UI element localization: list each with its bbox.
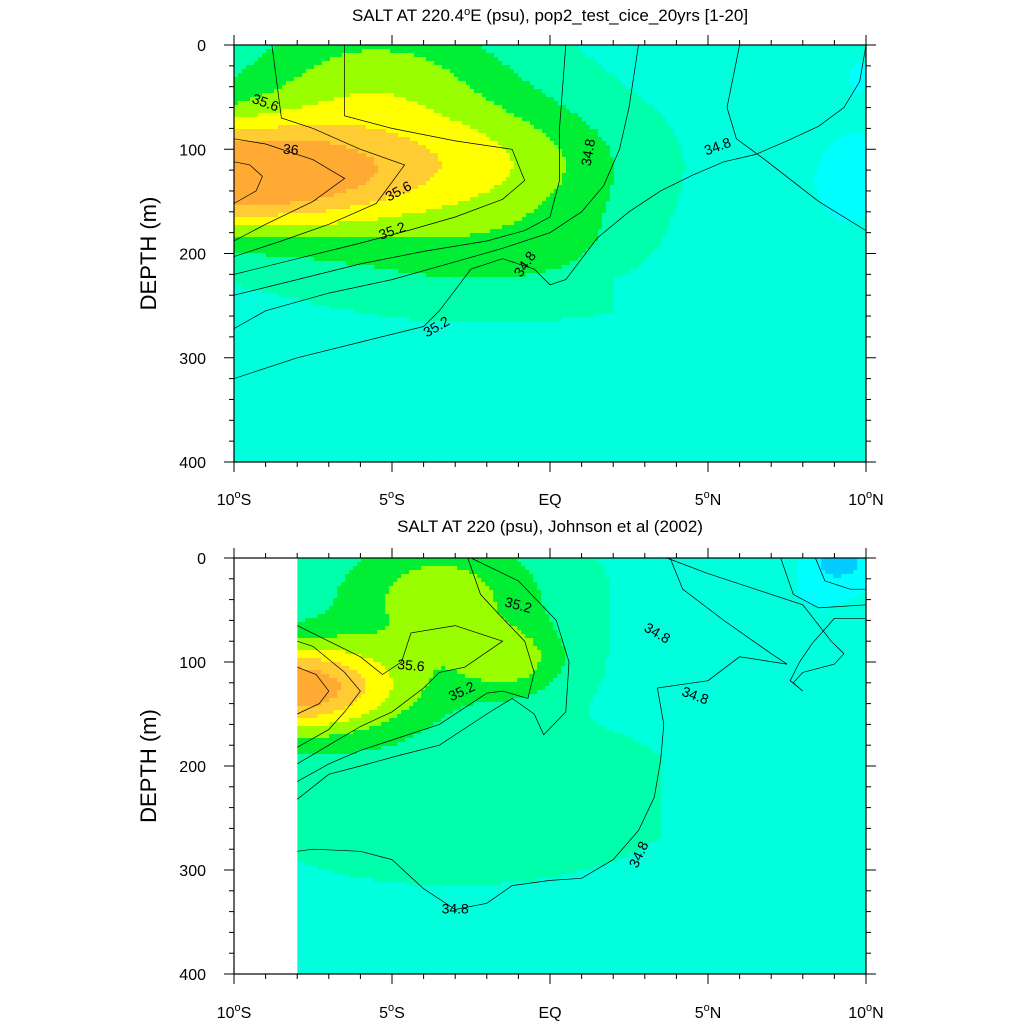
x-tick-label: 5oS: [379, 489, 405, 509]
contour-line: [297, 625, 504, 765]
x-tick-label: 10oS: [217, 489, 252, 509]
x-tick-label: 5oS: [379, 1002, 405, 1022]
x-tick-label: EQ: [538, 1005, 561, 1022]
contour-line: [780, 558, 866, 609]
panel-model: 35.63635.635.235.234.834.834.80100200300…: [136, 6, 884, 509]
y-tick-label: 400: [179, 455, 206, 472]
contour-line: [297, 640, 361, 748]
contour-label: 35.6: [397, 656, 426, 674]
y-tick-label: 0: [197, 38, 206, 55]
contour-line: [815, 558, 866, 590]
y-tick-label: 100: [179, 655, 206, 672]
contour-label: 36: [282, 141, 299, 158]
y-tick-label: 0: [197, 551, 206, 568]
x-tick-label: 5oN: [695, 489, 722, 509]
contour-line: [234, 45, 866, 379]
y-axis-label: DEPTH (m): [136, 197, 161, 311]
contour-line: [234, 161, 263, 204]
contour-line: [666, 558, 866, 692]
x-tick-label: 10oN: [848, 1002, 883, 1022]
x-tick-label: 5oN: [695, 1002, 722, 1022]
contour-line: [297, 558, 535, 782]
y-tick-label: 300: [179, 351, 206, 368]
x-tick-label: EQ: [538, 492, 561, 509]
y-axis-label: DEPTH (m): [136, 709, 161, 823]
y-tick-label: 100: [179, 142, 206, 159]
y-tick-label: 300: [179, 863, 206, 880]
contour-label: 34.8: [578, 137, 599, 167]
x-tick-label: 10oS: [217, 1002, 252, 1022]
y-tick-label: 200: [179, 759, 206, 776]
y-tick-label: 400: [179, 967, 206, 984]
contour-line: [297, 666, 330, 715]
panel-observations: 35.235.635.234.834.834.834.8010020030040…: [136, 517, 884, 1022]
chart-title: SALT AT 220.4oE (psu), pop2_test_cice_20…: [352, 6, 748, 25]
contour-line: [726, 45, 866, 231]
salinity-fill: [297, 558, 866, 974]
contour-label: 34.8: [442, 900, 469, 916]
chart-title: SALT AT 220 (psu), Johnson et al (2002): [397, 517, 703, 536]
x-tick-label: 10oN: [848, 489, 883, 509]
y-tick-label: 200: [179, 247, 206, 264]
contour-line: [234, 45, 406, 257]
contour-label: 35.2: [503, 594, 534, 617]
contour-line: [234, 45, 567, 296]
contour-line: [297, 558, 570, 800]
contour-line: [297, 558, 788, 910]
contour-line: [234, 45, 639, 329]
contour-line: [234, 138, 346, 242]
contour-line: [234, 45, 526, 275]
salinity-fill: [234, 45, 866, 462]
